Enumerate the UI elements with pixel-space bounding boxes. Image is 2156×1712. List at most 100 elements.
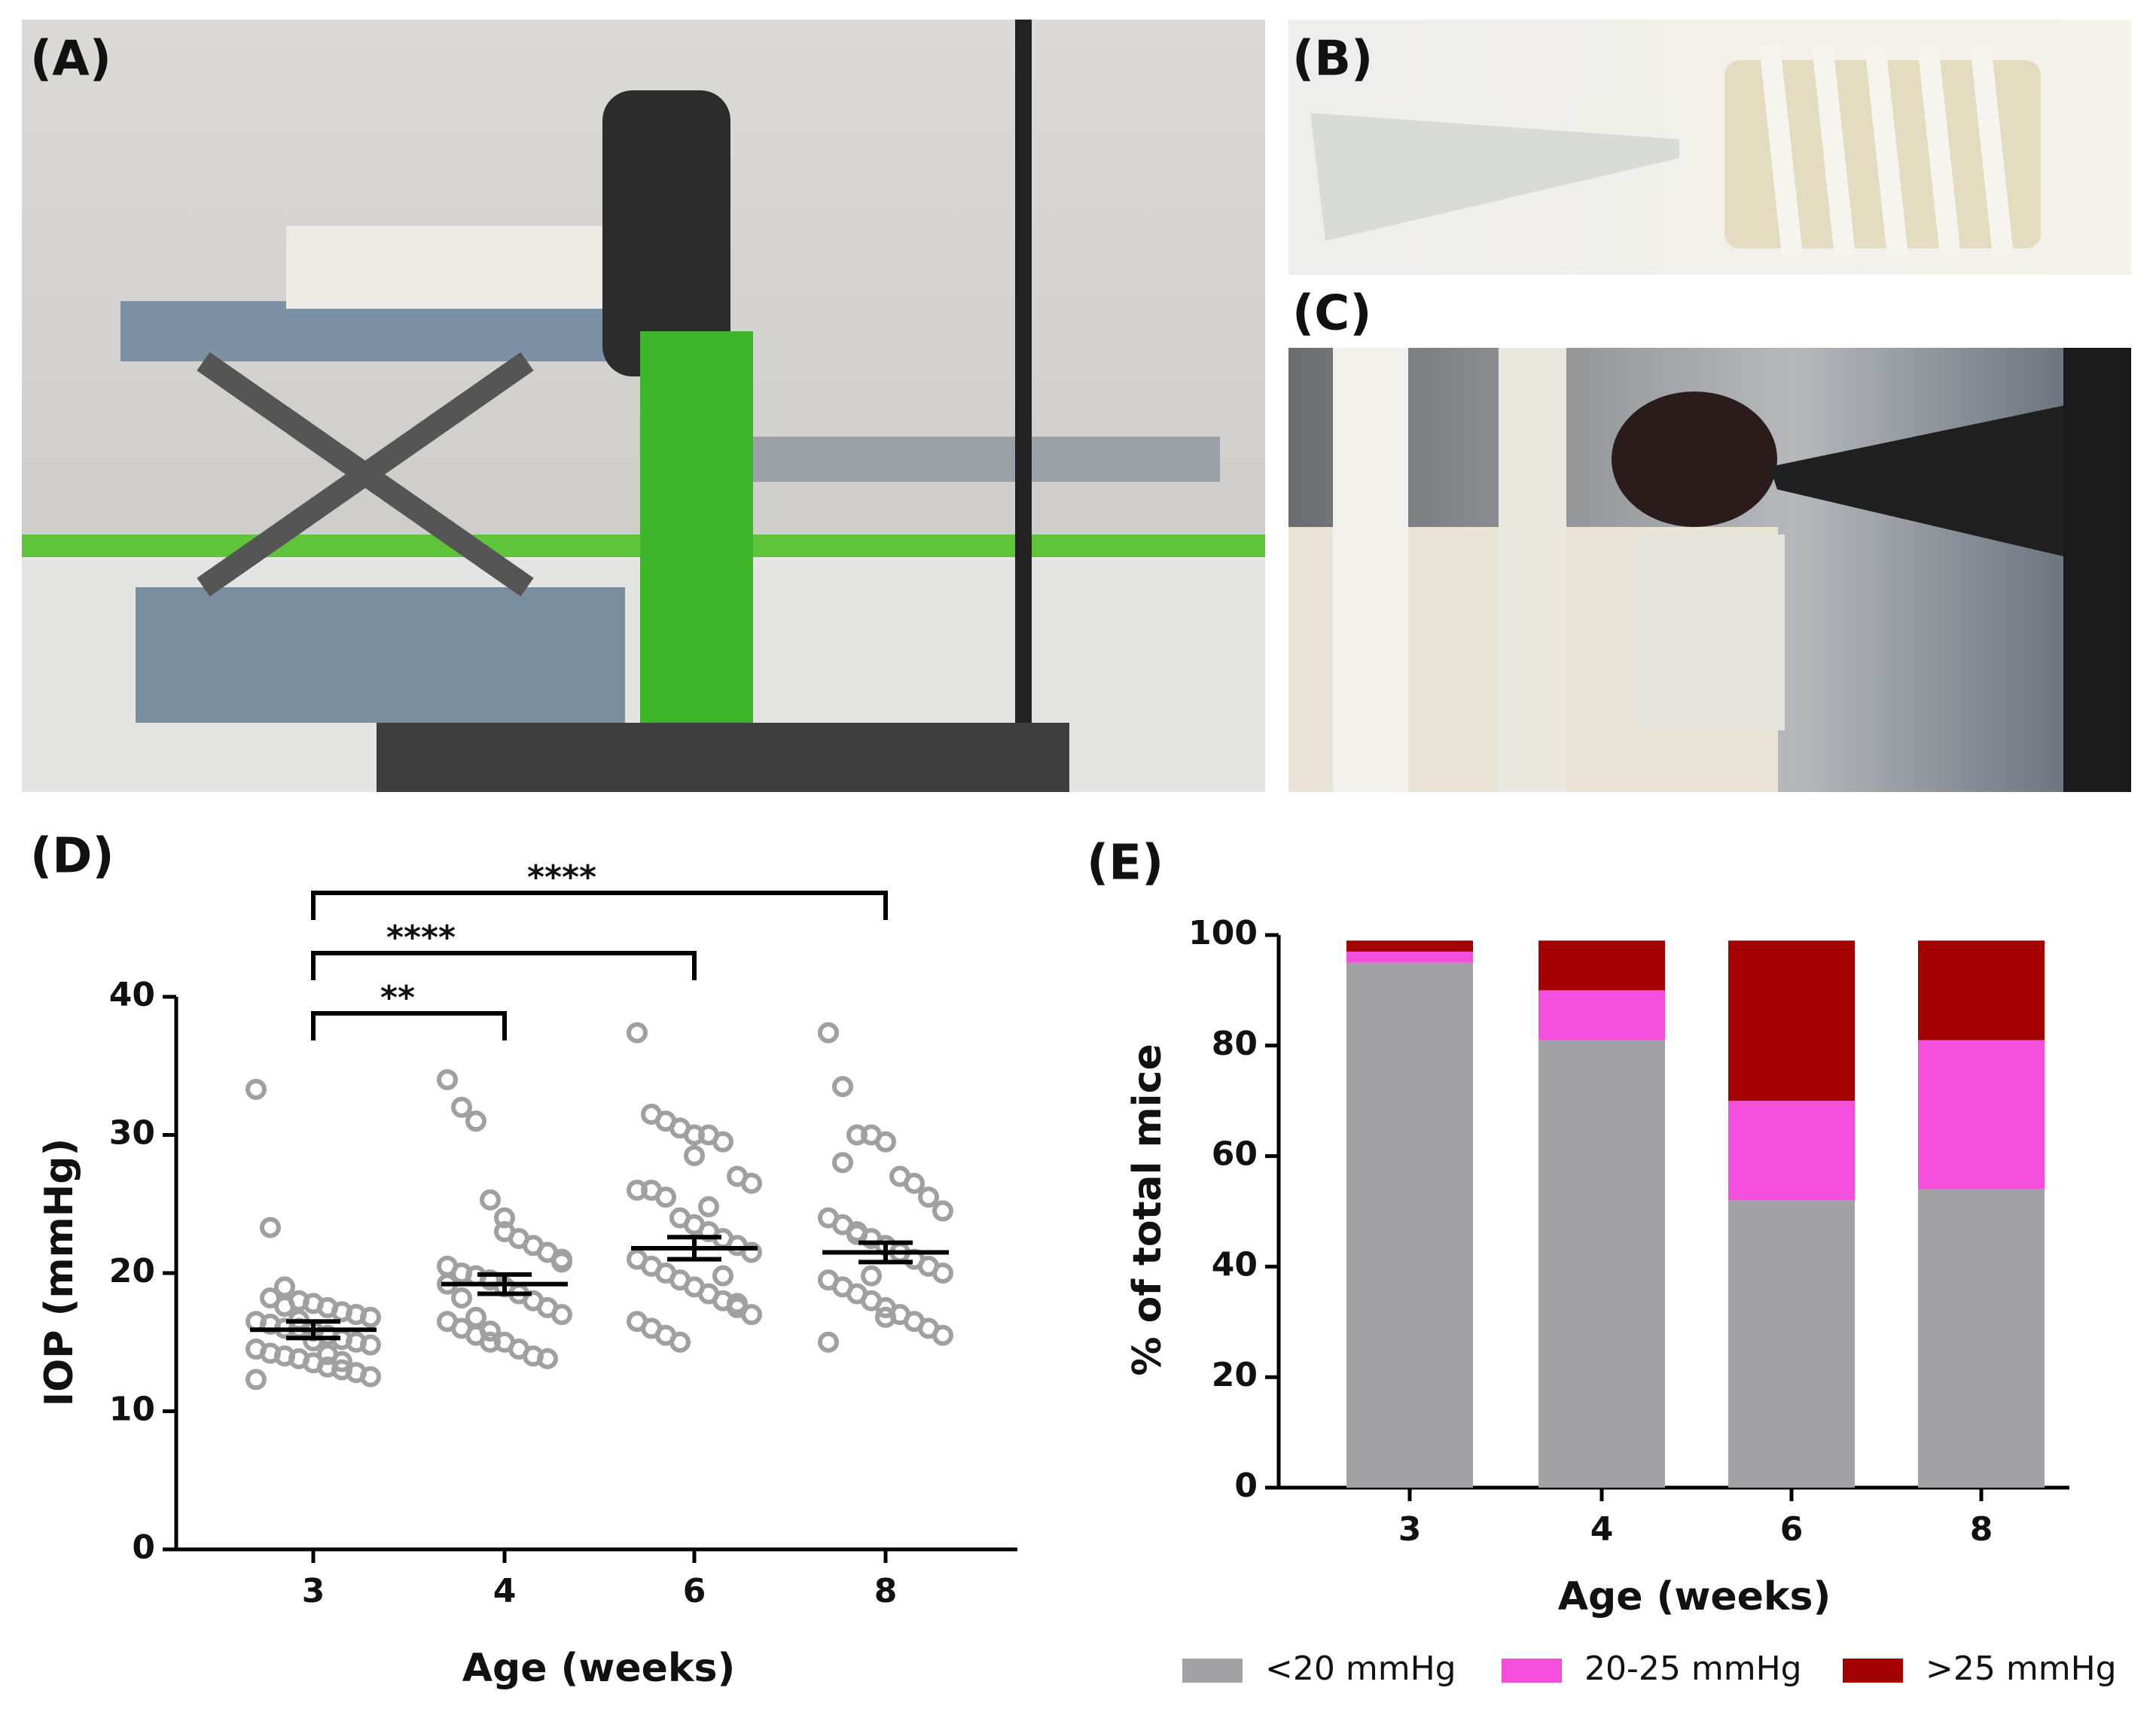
legend-label: <20 mmHg xyxy=(1265,1650,1456,1688)
data-point xyxy=(904,1172,925,1194)
y-tick-label: 10 xyxy=(109,1391,155,1429)
x-tick-label: 4 xyxy=(1590,1510,1614,1549)
data-point xyxy=(627,1022,648,1043)
y-tick-label: 40 xyxy=(1212,1245,1258,1284)
data-point xyxy=(451,1096,472,1118)
data-point xyxy=(480,1189,501,1211)
y-tick-label: 100 xyxy=(1188,914,1258,952)
significance-bracket xyxy=(311,1011,507,1040)
x-tick-label: 8 xyxy=(1970,1510,1993,1549)
bar-segment xyxy=(1918,1040,2045,1190)
legend-swatch xyxy=(1502,1659,1562,1683)
data-point xyxy=(698,1196,719,1217)
data-point xyxy=(437,1069,458,1091)
photo-a xyxy=(22,20,1265,792)
bar-segment xyxy=(1538,1040,1665,1488)
y-axis-label: IOP (mmHg) xyxy=(37,1138,82,1406)
data-point xyxy=(465,1110,486,1132)
data-point xyxy=(274,1276,295,1298)
bar-segment xyxy=(1346,940,1473,952)
x-tick-label: 6 xyxy=(1780,1510,1804,1549)
error-bar xyxy=(286,1319,340,1341)
bar-segment xyxy=(1728,940,1855,1101)
data-point xyxy=(741,1304,762,1326)
data-point xyxy=(274,1296,295,1318)
data-point xyxy=(360,1306,381,1328)
data-point xyxy=(875,1131,896,1153)
error-bar xyxy=(858,1240,913,1265)
bar-segment xyxy=(1538,990,1665,1040)
data-point xyxy=(818,1331,839,1353)
legend-swatch xyxy=(1182,1659,1243,1683)
x-tick-label: 8 xyxy=(874,1572,898,1610)
y-tick-label: 20 xyxy=(109,1252,155,1290)
x-tick-label: 3 xyxy=(302,1572,325,1610)
panel-label: (E) xyxy=(1087,836,1163,891)
data-point xyxy=(669,1331,691,1353)
data-point xyxy=(727,1293,748,1314)
y-tick-label: 80 xyxy=(1212,1025,1258,1063)
bar-segment xyxy=(1728,1101,1855,1201)
x-tick-label: 6 xyxy=(683,1572,706,1610)
error-bar xyxy=(667,1235,721,1262)
significance-bracket xyxy=(311,891,888,920)
panel-label: (D) xyxy=(30,829,114,885)
bar-segment xyxy=(1728,1200,1855,1488)
x-tick-label: 3 xyxy=(1398,1510,1422,1549)
photo-c xyxy=(1288,348,2131,792)
data-point xyxy=(360,1366,381,1388)
data-point xyxy=(846,1223,868,1245)
panel-label: (B) xyxy=(1292,32,1373,87)
y-tick-label: 0 xyxy=(1234,1467,1258,1505)
x-axis-label: Age (weeks) xyxy=(462,1646,735,1691)
legend-swatch xyxy=(1843,1659,1903,1683)
data-point xyxy=(712,1265,733,1287)
data-point xyxy=(741,1241,762,1263)
data-point xyxy=(245,1369,267,1391)
bar-segment xyxy=(1538,940,1665,991)
significance-label: **** xyxy=(527,858,596,897)
x-tick-label: 4 xyxy=(493,1572,517,1610)
x-axis-label: Age (weeks) xyxy=(1558,1574,1831,1619)
y-tick-label: 40 xyxy=(109,976,155,1014)
bar-segment xyxy=(1346,962,1473,1488)
error-bar xyxy=(477,1272,532,1296)
data-point xyxy=(832,1152,853,1174)
data-point xyxy=(655,1187,676,1208)
data-point xyxy=(494,1207,515,1229)
data-point xyxy=(741,1172,762,1194)
bar-segment xyxy=(1918,1189,2045,1488)
data-point xyxy=(465,1306,486,1328)
bar-segment xyxy=(1918,940,2045,1040)
legend-label: >25 mmHg xyxy=(1926,1650,2117,1688)
data-point xyxy=(245,1078,267,1100)
data-point xyxy=(712,1131,733,1153)
data-point xyxy=(551,1304,572,1326)
legend-label: 20-25 mmHg xyxy=(1584,1650,1802,1688)
data-point xyxy=(818,1022,839,1043)
data-point xyxy=(260,1217,281,1238)
panel-label: (C) xyxy=(1292,286,1371,342)
bar-segment xyxy=(1346,952,1473,963)
data-point xyxy=(551,1251,572,1273)
data-point xyxy=(331,1351,352,1372)
y-axis-label: % of total mice xyxy=(1125,1043,1170,1375)
data-point xyxy=(932,1263,953,1284)
data-point xyxy=(875,1306,896,1328)
data-point xyxy=(451,1287,472,1309)
data-point xyxy=(537,1348,558,1369)
significance-label: ** xyxy=(380,979,415,1017)
data-point xyxy=(861,1265,882,1287)
data-point xyxy=(684,1145,705,1167)
data-point xyxy=(932,1324,953,1346)
significance-bracket xyxy=(311,951,697,980)
data-point xyxy=(360,1334,381,1356)
data-point xyxy=(832,1076,853,1098)
data-point xyxy=(480,1321,501,1342)
data-point xyxy=(918,1187,939,1208)
photo-b xyxy=(1288,20,2131,275)
panel-label: (A) xyxy=(30,32,111,87)
y-tick-label: 0 xyxy=(132,1528,155,1567)
y-tick-label: 30 xyxy=(109,1114,155,1153)
